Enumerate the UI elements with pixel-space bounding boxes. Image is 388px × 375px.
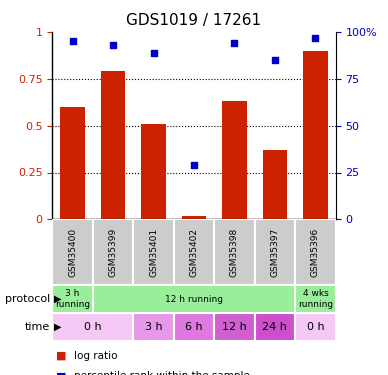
Bar (263, 150, 287, 219)
Bar (141, 124, 166, 219)
Text: GSM35396: GSM35396 (311, 228, 320, 277)
Point (231, 40, 237, 46)
Text: GDS1019 / 17261: GDS1019 / 17261 (126, 13, 262, 28)
Text: percentile rank within the sample: percentile rank within the sample (74, 371, 249, 375)
FancyBboxPatch shape (295, 313, 336, 341)
Text: protocol: protocol (5, 294, 50, 304)
FancyBboxPatch shape (214, 313, 255, 341)
FancyBboxPatch shape (133, 219, 174, 285)
Bar (222, 101, 247, 219)
Bar (182, 216, 206, 219)
Point (272, 57, 278, 63)
FancyBboxPatch shape (93, 219, 133, 285)
Text: ■: ■ (56, 351, 67, 361)
Bar (61, 107, 85, 219)
Bar (303, 51, 327, 219)
Point (151, 50, 157, 55)
FancyBboxPatch shape (214, 219, 255, 285)
Text: 3 h: 3 h (145, 322, 162, 332)
Text: 24 h: 24 h (263, 322, 288, 332)
Text: 0 h: 0 h (307, 322, 324, 332)
Point (312, 34, 319, 40)
FancyBboxPatch shape (52, 313, 133, 341)
FancyBboxPatch shape (93, 285, 295, 313)
FancyBboxPatch shape (174, 219, 214, 285)
Text: GSM35399: GSM35399 (109, 228, 118, 277)
Text: ▶: ▶ (54, 294, 61, 304)
FancyBboxPatch shape (52, 285, 93, 313)
Text: 12 h: 12 h (222, 322, 247, 332)
Text: 3 h
running: 3 h running (55, 290, 90, 309)
Text: ■: ■ (56, 371, 67, 375)
Text: GSM35401: GSM35401 (149, 228, 158, 277)
Point (69, 38, 76, 44)
Text: ▶: ▶ (54, 322, 61, 332)
Text: 6 h: 6 h (185, 322, 203, 332)
Point (191, 162, 197, 168)
FancyBboxPatch shape (133, 313, 174, 341)
Text: GSM35402: GSM35402 (189, 228, 199, 277)
Text: log ratio: log ratio (74, 351, 117, 361)
FancyBboxPatch shape (295, 219, 336, 285)
Text: GSM35397: GSM35397 (270, 228, 279, 277)
Text: GSM35400: GSM35400 (68, 228, 77, 277)
FancyBboxPatch shape (52, 219, 93, 285)
FancyBboxPatch shape (255, 219, 295, 285)
FancyBboxPatch shape (174, 313, 214, 341)
Text: time: time (25, 322, 50, 332)
FancyBboxPatch shape (255, 313, 295, 341)
Text: GSM35398: GSM35398 (230, 228, 239, 277)
FancyBboxPatch shape (295, 285, 336, 313)
Text: 12 h running: 12 h running (165, 295, 223, 304)
Text: 0 h: 0 h (84, 322, 102, 332)
Text: 4 wks
running: 4 wks running (298, 290, 333, 309)
Point (110, 42, 116, 48)
Bar (101, 71, 125, 219)
